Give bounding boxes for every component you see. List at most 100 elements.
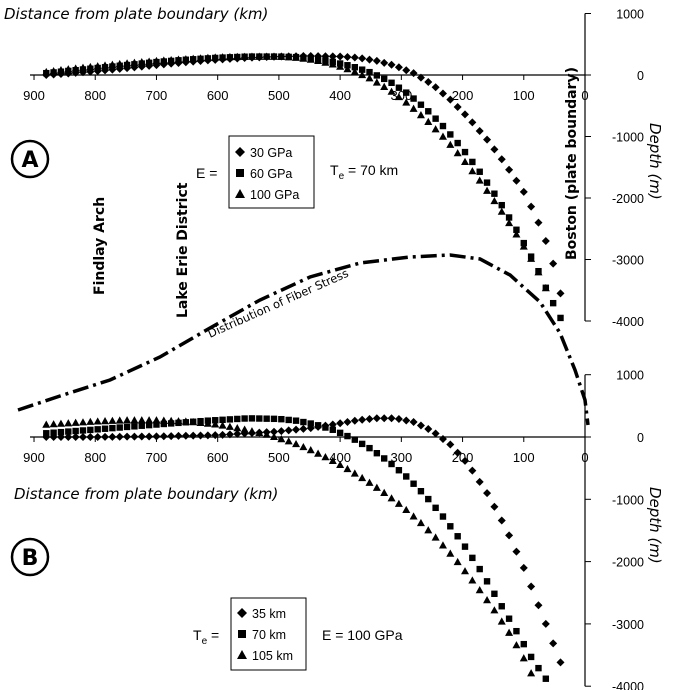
te-b-sub: e: [202, 636, 208, 647]
data-point-a: [446, 140, 455, 148]
data-point-b: [328, 420, 337, 429]
data-point-b: [527, 582, 536, 591]
data-point-b: [93, 417, 102, 425]
data-point-a: [497, 155, 506, 164]
data-point-b: [64, 419, 73, 427]
data-point-b: [203, 419, 212, 427]
data-point-b: [145, 421, 153, 429]
legend-label: 35 km: [252, 607, 286, 621]
data-point-a: [549, 299, 557, 307]
data-point-a: [284, 53, 293, 61]
data-point-b: [513, 627, 520, 635]
data-point-b: [299, 424, 308, 433]
data-point-b: [505, 615, 513, 622]
data-point-a: [505, 214, 513, 221]
data-point-b: [416, 518, 425, 527]
data-point-b: [519, 654, 528, 662]
data-point-a: [402, 98, 411, 106]
data-point-b: [438, 434, 447, 443]
data-point-b: [350, 469, 359, 477]
data-point-b: [431, 429, 440, 438]
param-a-te: Te = 70 km: [330, 162, 398, 182]
data-point-b: [50, 429, 57, 436]
data-point-a: [343, 65, 352, 73]
data-point-a: [42, 67, 51, 76]
data-point-b: [71, 433, 80, 441]
data-point-a: [425, 108, 432, 115]
data-point-b: [255, 428, 264, 437]
data-point-a: [240, 52, 249, 60]
legend-marker-triangle: [235, 189, 245, 198]
data-point-b: [535, 664, 542, 672]
data-point-b: [115, 432, 124, 441]
data-point-a: [336, 52, 345, 61]
data-point-a: [431, 83, 440, 92]
legend-b: Te = 35 km 70 km 105 km: [193, 597, 307, 671]
data-point-b: [351, 436, 359, 443]
data-point-a: [409, 104, 418, 112]
data-point-b: [189, 418, 198, 426]
data-point-b: [380, 414, 389, 423]
data-point-b: [505, 531, 514, 540]
data-point-b: [292, 425, 301, 434]
data-point-b: [233, 424, 242, 432]
data-point-b: [153, 421, 160, 428]
data-point-b: [343, 464, 352, 473]
data-point-b: [123, 423, 131, 431]
data-point-b: [395, 467, 403, 474]
data-point-a: [424, 117, 433, 125]
data-point-a: [475, 176, 484, 184]
data-point-b: [329, 426, 336, 433]
data-point-b: [402, 416, 411, 425]
data-point-a: [534, 268, 543, 276]
data-point-a: [314, 56, 323, 65]
legend-marker-square: [236, 169, 244, 177]
data-point-a: [56, 65, 65, 74]
data-point-a: [351, 64, 359, 71]
x-tick-label: 500: [268, 450, 290, 465]
data-point-a: [211, 53, 220, 61]
data-point-a: [438, 132, 447, 140]
y-tick-label: -2000: [612, 556, 644, 570]
panel-a-circle: [10, 139, 50, 179]
data-point-a: [373, 72, 381, 79]
data-point-a: [115, 59, 124, 68]
data-point-b: [211, 431, 220, 440]
data-point-a: [218, 53, 227, 61]
data-point-b: [438, 541, 447, 549]
data-point-b: [300, 418, 307, 426]
data-point-b: [42, 420, 51, 428]
data-point-a: [247, 52, 256, 60]
data-point-b: [292, 417, 300, 424]
data-point-b: [380, 455, 388, 462]
data-point-b: [491, 590, 498, 597]
x-tick-label: 100: [513, 88, 535, 103]
fiber-stress-curve: [17, 253, 590, 426]
data-point-b: [417, 488, 425, 495]
data-point-b: [109, 424, 116, 432]
data-point-b: [123, 416, 132, 424]
data-point-a: [483, 135, 492, 144]
data-point-b: [225, 422, 234, 430]
data-point-b: [43, 430, 50, 437]
findlay-arch-label: Findlay Arch: [92, 197, 108, 295]
data-point-a: [358, 54, 367, 63]
data-point-b: [181, 417, 190, 425]
data-point-b: [497, 617, 506, 625]
te-b-eq: =: [207, 627, 219, 643]
data-point-b: [152, 432, 161, 441]
data-point-b: [138, 422, 145, 429]
panel-b-circle: [10, 537, 50, 577]
data-point-b: [446, 549, 455, 557]
legend-item: 70 km: [238, 628, 286, 642]
data-point-b: [387, 414, 396, 423]
data-point-a: [491, 190, 498, 197]
te-t: T: [330, 162, 339, 178]
data-point-b: [256, 415, 263, 422]
data-point-b: [469, 554, 476, 562]
data-point-a: [152, 56, 161, 65]
panel-a-label: A: [21, 148, 38, 173]
x-tick-label: 200: [452, 88, 474, 103]
data-point-b: [446, 440, 455, 449]
data-point-b: [336, 419, 345, 428]
